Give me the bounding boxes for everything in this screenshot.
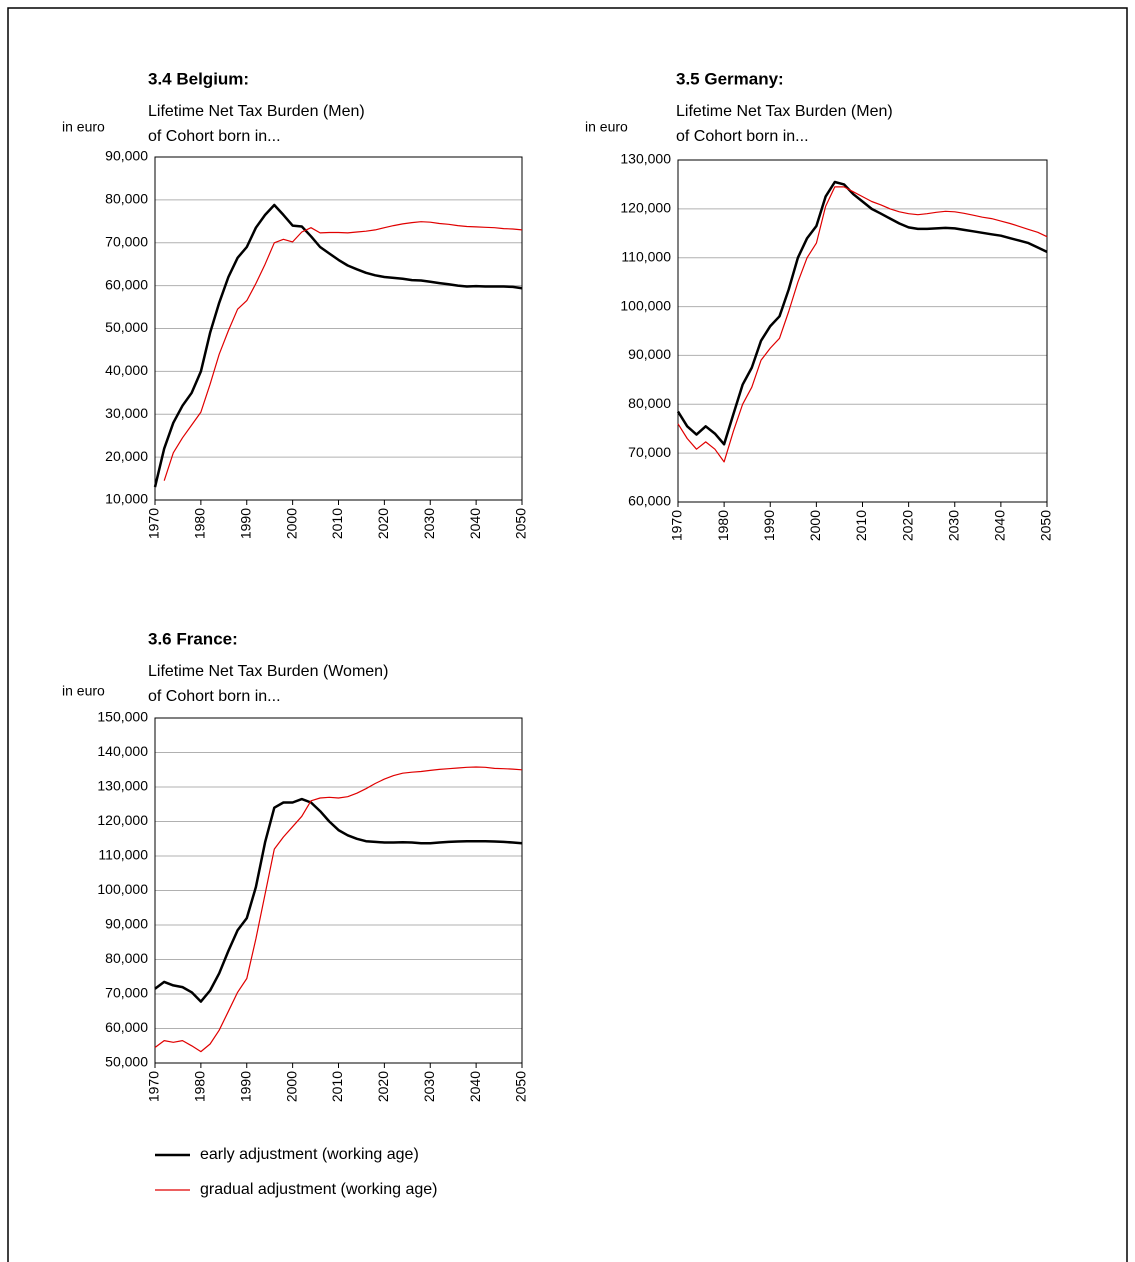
x-tick-label: 2040 bbox=[467, 1071, 483, 1102]
y-axis-label: in euro bbox=[62, 683, 105, 699]
y-tick-label: 60,000 bbox=[628, 493, 671, 509]
x-tick-label: 1980 bbox=[715, 510, 731, 541]
y-tick-label: 100,000 bbox=[620, 297, 671, 313]
x-tick-label: 1970 bbox=[146, 508, 162, 539]
x-tick-label: 2020 bbox=[375, 1071, 391, 1102]
x-tick-label: 2000 bbox=[283, 1071, 299, 1102]
x-tick-label: 2040 bbox=[992, 510, 1008, 541]
y-tick-label: 40,000 bbox=[105, 362, 148, 378]
chart-title: 3.5 Germany: bbox=[676, 69, 784, 88]
series-line bbox=[154, 766, 523, 1053]
y-tick-label: 90,000 bbox=[628, 346, 671, 362]
x-tick-label: 2050 bbox=[513, 1071, 529, 1102]
plot-frame bbox=[677, 159, 1048, 503]
y-axis-label: in euro bbox=[585, 119, 628, 135]
y-tick-label: 130,000 bbox=[620, 151, 671, 167]
x-tick-label: 2030 bbox=[421, 1071, 437, 1102]
x-tick-label: 1980 bbox=[192, 1071, 208, 1102]
series-line bbox=[153, 203, 523, 488]
x-tick-label: 2030 bbox=[421, 508, 437, 539]
x-tick-label: 2000 bbox=[283, 508, 299, 539]
x-tick-label: 2010 bbox=[329, 508, 345, 539]
chart-subtitle: of Cohort born in... bbox=[148, 688, 281, 705]
frame bbox=[7, 7, 1128, 1262]
y-tick-label: 80,000 bbox=[105, 191, 148, 207]
x-tick-label: 2050 bbox=[1038, 510, 1054, 541]
x-tick-label: 1970 bbox=[146, 1071, 162, 1102]
series-line bbox=[677, 186, 1048, 463]
y-tick-label: 140,000 bbox=[97, 743, 148, 759]
y-axis-label: in euro bbox=[62, 119, 105, 135]
plot-frame bbox=[154, 156, 523, 501]
y-tick-label: 70,000 bbox=[628, 444, 671, 460]
chart-subtitle: of Cohort born in... bbox=[676, 128, 809, 145]
x-tick-label: 2010 bbox=[853, 510, 869, 541]
y-tick-label: 70,000 bbox=[105, 233, 148, 249]
y-tick-label: 150,000 bbox=[97, 709, 148, 725]
y-tick-label: 120,000 bbox=[620, 200, 671, 216]
y-tick-label: 120,000 bbox=[97, 812, 148, 828]
x-tick-label: 1990 bbox=[237, 1071, 253, 1102]
y-tick-label: 10,000 bbox=[105, 491, 148, 507]
y-tick-label: 90,000 bbox=[105, 148, 148, 164]
x-tick-label: 2020 bbox=[899, 510, 915, 541]
x-tick-label: 2000 bbox=[807, 510, 823, 541]
chart-subtitle: of Cohort born in... bbox=[148, 128, 281, 145]
y-tick-label: 100,000 bbox=[97, 881, 148, 897]
y-tick-label: 20,000 bbox=[105, 448, 148, 464]
y-tick-label: 110,000 bbox=[621, 248, 671, 264]
legend-label: early adjustment (working age) bbox=[200, 1146, 419, 1163]
chart-subtitle: Lifetime Net Tax Burden (Men) bbox=[148, 103, 365, 120]
y-tick-label: 60,000 bbox=[105, 1019, 148, 1035]
plot-frame bbox=[154, 717, 523, 1064]
x-tick-label: 1990 bbox=[761, 510, 777, 541]
x-tick-label: 1990 bbox=[237, 508, 253, 539]
x-tick-label: 2050 bbox=[513, 508, 529, 539]
chart-subtitle: Lifetime Net Tax Burden (Women) bbox=[148, 663, 388, 680]
y-tick-label: 130,000 bbox=[97, 778, 148, 794]
legend-label: gradual adjustment (working age) bbox=[200, 1181, 437, 1198]
x-tick-label: 2040 bbox=[467, 508, 483, 539]
x-tick-label: 1980 bbox=[192, 508, 208, 539]
y-tick-label: 70,000 bbox=[105, 985, 148, 1001]
y-tick-label: 30,000 bbox=[105, 405, 148, 421]
series-line bbox=[163, 221, 523, 481]
y-tick-label: 80,000 bbox=[628, 395, 671, 411]
chart-title: 3.4 Belgium: bbox=[148, 69, 249, 88]
y-tick-label: 50,000 bbox=[105, 319, 148, 335]
y-tick-label: 110,000 bbox=[98, 847, 148, 863]
y-tick-label: 90,000 bbox=[105, 916, 148, 932]
x-tick-label: 2010 bbox=[329, 1071, 345, 1102]
chart-title: 3.6 France: bbox=[148, 629, 238, 648]
y-tick-label: 50,000 bbox=[105, 1054, 148, 1070]
x-tick-label: 2020 bbox=[375, 508, 391, 539]
chart-subtitle: Lifetime Net Tax Burden (Men) bbox=[676, 103, 893, 120]
x-tick-label: 2030 bbox=[945, 510, 961, 541]
y-tick-label: 80,000 bbox=[105, 950, 148, 966]
series-line bbox=[676, 180, 1048, 446]
y-tick-label: 60,000 bbox=[105, 276, 148, 292]
x-tick-label: 1970 bbox=[669, 510, 685, 541]
series-line bbox=[154, 797, 523, 1003]
